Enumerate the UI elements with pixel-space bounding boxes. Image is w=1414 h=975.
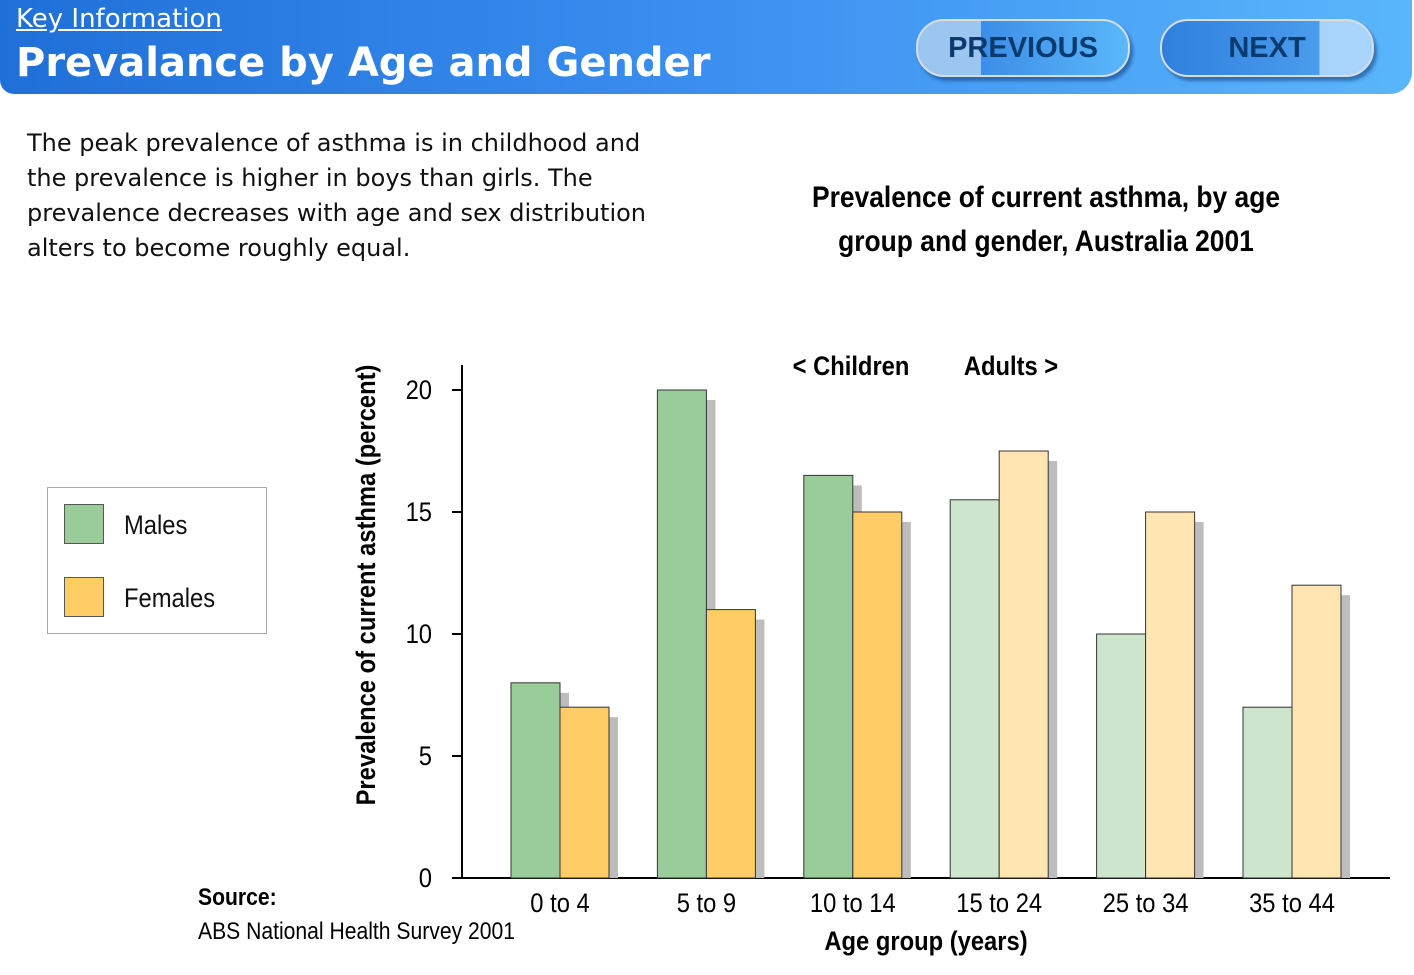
page-title: Prevalance by Age and Gender	[16, 40, 711, 86]
x-axis-label: Age group (years)	[824, 927, 1027, 957]
header-banner: Key Information Prevalance by Age and Ge…	[0, 0, 1412, 94]
chart-title: Prevalence of current asthma, by age gro…	[811, 181, 1281, 258]
x-tick-label: 10 to 14	[810, 889, 896, 919]
y-axis-label: Prevalence of current asthma (percent)	[352, 365, 382, 806]
bar-females-0-to-4	[559, 706, 610, 879]
x-tick-label: 0 to 4	[530, 889, 589, 919]
intro-text: The peak prevalence of asthma is in chil…	[27, 129, 647, 262]
y-tick-label: 10	[406, 620, 432, 650]
source-text: ABS National Health Survey 2001	[198, 918, 515, 945]
bar-males-5-to-9	[656, 389, 707, 879]
key-information-link[interactable]: Key Information	[16, 4, 222, 34]
legend-label-females: Females	[124, 583, 216, 613]
x-tick-label: 25 to 34	[1103, 889, 1189, 919]
legend-label-males: Males	[124, 510, 188, 540]
bar-females-10-to-14	[852, 511, 903, 879]
bar-males-25-to-34	[1096, 633, 1147, 879]
annotation-adults: Adults >	[964, 352, 1058, 382]
y-tick-label: 15	[406, 498, 432, 528]
bar-females-15-to-24	[998, 450, 1049, 879]
bar-males-35-to-44	[1242, 706, 1293, 879]
x-tick-label: 5 to 9	[677, 889, 736, 919]
bar-females-5-to-9	[705, 609, 756, 879]
bar-females-35-to-44	[1291, 584, 1342, 879]
x-tick-label: 35 to 44	[1249, 889, 1335, 919]
legend-swatch-females	[64, 577, 104, 617]
y-tick-label: 5	[419, 742, 432, 772]
bar-males-10-to-14	[803, 474, 854, 879]
next-button[interactable]: NEXT	[1160, 19, 1374, 77]
bar-males-0-to-4	[510, 682, 561, 879]
source-label: Source:	[198, 884, 277, 911]
chart-legend: Males Females	[47, 487, 267, 634]
annotation-children: < Children	[793, 352, 910, 382]
x-tick-label: 15 to 24	[956, 889, 1042, 919]
previous-button[interactable]: PREVIOUS	[916, 19, 1130, 77]
bar-males-15-to-24	[949, 499, 1000, 879]
y-tick-label: 0	[419, 864, 432, 894]
y-tick-label: 20	[406, 376, 432, 406]
bar-females-25-to-34	[1145, 511, 1196, 879]
legend-swatch-males	[64, 504, 104, 544]
